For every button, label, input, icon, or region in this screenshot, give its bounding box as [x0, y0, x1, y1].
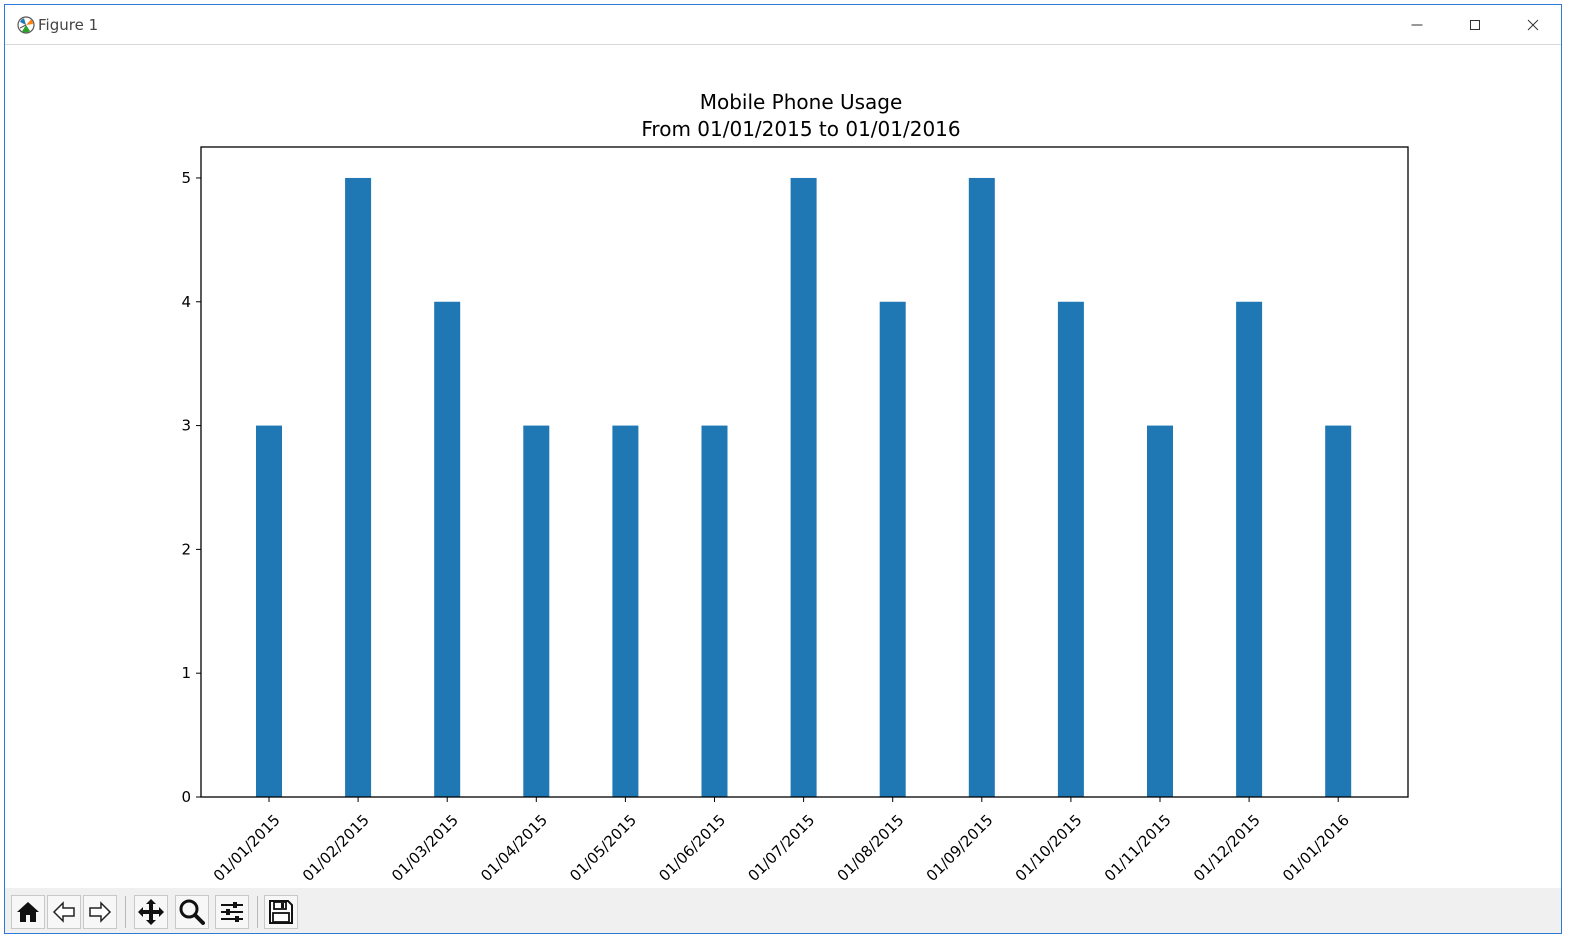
y-tick-label-4: 4: [181, 293, 191, 311]
close-icon: [1527, 19, 1539, 31]
x-tick-label-7: 01/07/2015: [744, 811, 818, 885]
x-tick-label-8: 01/08/2015: [834, 811, 908, 885]
forward-button[interactable]: [83, 895, 117, 929]
bar-9: [968, 177, 995, 797]
bar-1: [256, 425, 282, 797]
navigation-toolbar: [5, 888, 1561, 933]
bar-4: [523, 425, 550, 797]
forward-arrow-icon: [89, 901, 112, 923]
toolbar-separator: [257, 896, 258, 928]
x-tick-label-1: 01/01/2015: [210, 811, 284, 885]
home-icon: [17, 902, 39, 922]
zoom-icon: [179, 899, 205, 925]
bar-3: [434, 301, 461, 797]
chart-title-line-2: From 01/01/2015 to 01/01/2016: [641, 117, 960, 141]
bar-7: [790, 177, 817, 797]
configure-subplots-icon: [221, 902, 243, 922]
x-axis: 01/01/2015 01/02/2015 01/03/2015 01/04/2015…: [210, 797, 1353, 885]
x-tick-label-2: 01/02/2015: [299, 811, 373, 885]
pan-button[interactable]: [134, 895, 168, 929]
chart-title: Mobile Phone Usage From 01/01/2015 to 01…: [641, 90, 960, 141]
y-tick-label-2: 2: [181, 540, 191, 558]
x-tick-label-10: 01/10/2015: [1012, 811, 1086, 885]
toolbar-separator: [125, 896, 126, 928]
x-tick-label-12: 01/12/2015: [1190, 811, 1264, 885]
back-button[interactable]: [47, 895, 81, 929]
x-tick-label-3: 01/03/2015: [388, 811, 462, 885]
x-tick-label-6: 01/06/2015: [655, 811, 729, 885]
bar-8: [879, 301, 906, 797]
matplotlib-app-icon: [17, 16, 35, 34]
close-button[interactable]: [1504, 5, 1561, 45]
window-title: Figure 1: [38, 16, 99, 34]
home-button[interactable]: [11, 895, 45, 929]
y-tick-label-3: 3: [181, 417, 191, 435]
figure-canvas[interactable]: Mobile Phone Usage From 01/01/2015 to 01…: [5, 45, 1561, 888]
maximize-button[interactable]: [1446, 5, 1504, 45]
title-bar[interactable]: Figure 1: [5, 5, 1561, 45]
save-icon: [269, 900, 293, 924]
bars-group: [256, 177, 1352, 797]
x-tick-label-9: 01/09/2015: [923, 811, 997, 885]
chart-title-line-1: Mobile Phone Usage: [700, 90, 903, 114]
y-axis: 0 1 2 3 4 5: [181, 169, 201, 806]
x-tick-label-11: 01/11/2015: [1101, 811, 1175, 885]
bar-2: [345, 177, 372, 797]
bar-11: [1147, 425, 1173, 797]
bar-13: [1325, 425, 1352, 797]
x-tick-label-4: 01/04/2015: [477, 811, 551, 885]
x-tick-label-13: 01/01/2016: [1279, 811, 1353, 885]
bar-12: [1236, 301, 1263, 797]
y-tick-label-1: 1: [181, 664, 191, 682]
save-button[interactable]: [264, 895, 298, 929]
pan-icon: [138, 899, 164, 925]
bar-chart: Mobile Phone Usage From 01/01/2015 to 01…: [181, 90, 1409, 885]
bar-10: [1057, 301, 1084, 797]
configure-subplots-button[interactable]: [215, 895, 249, 929]
bar-5: [612, 425, 639, 797]
maximize-icon: [1470, 20, 1480, 30]
back-arrow-icon: [52, 901, 75, 923]
axes-frame: [200, 146, 1409, 798]
bar-6: [701, 425, 728, 797]
minimize-button[interactable]: [1388, 5, 1446, 45]
y-tick-label-5: 5: [181, 169, 191, 187]
x-tick-label-5: 01/05/2015: [566, 811, 640, 885]
figure-window: Figure 1 Mobile Phone Usage From 01/01/2…: [4, 4, 1562, 934]
minimize-icon: [1411, 24, 1423, 26]
y-tick-label-0: 0: [181, 788, 191, 806]
zoom-button[interactable]: [175, 895, 209, 929]
